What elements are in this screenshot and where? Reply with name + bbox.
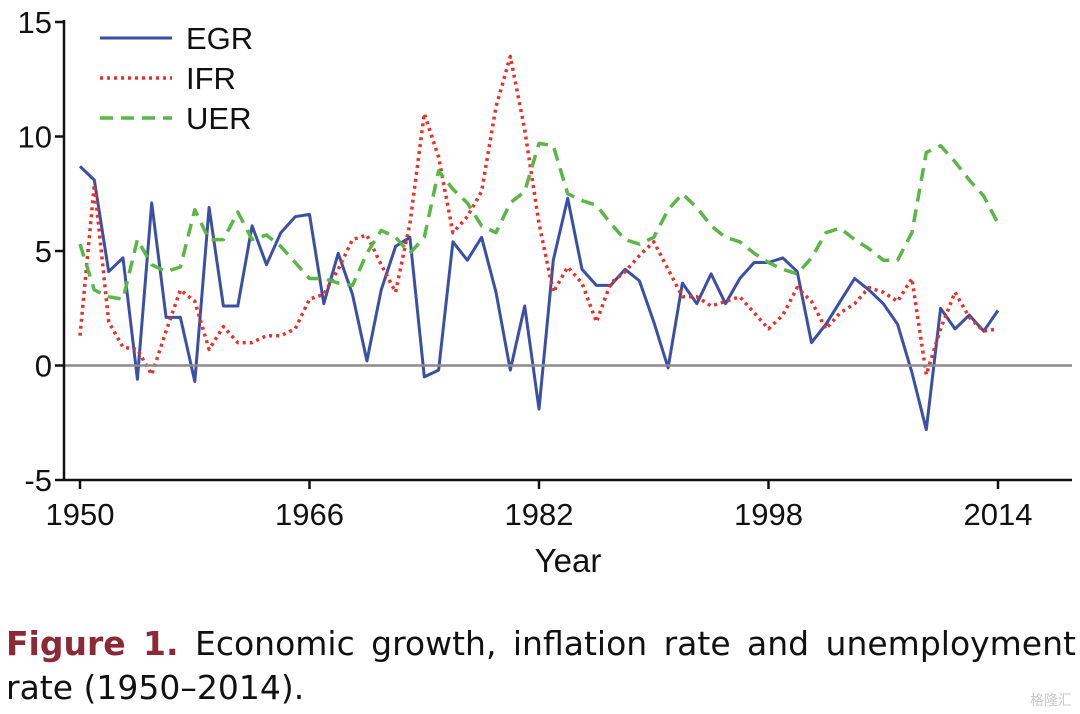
plot-lines — [78, 54, 1000, 432]
y-tick-label: 0 — [35, 349, 52, 384]
series-line-ifr — [78, 54, 999, 377]
x-ticks: 1950 1966 1982 1998 2014 — [46, 480, 1033, 532]
y-tick-label: 15 — [18, 5, 52, 40]
x-tick-label: 1966 — [275, 497, 344, 532]
x-tick-label: 1950 — [46, 497, 115, 532]
y-tick-label: 10 — [18, 120, 52, 155]
x-tick-label: 1998 — [734, 497, 803, 532]
x-tick-label: 2014 — [964, 497, 1033, 532]
legend-label-ifr: IFR — [186, 61, 236, 96]
figure-caption-text: Economic growth, inflation rate and unem… — [6, 624, 1076, 707]
y-tick-label: -5 — [24, 463, 52, 498]
series-line-uer — [78, 141, 1000, 301]
x-axis-title: Year — [535, 542, 602, 579]
figure-caption: Figure 1. Economic growth, inflation rat… — [6, 622, 1076, 710]
watermark-text: 格隆汇 — [1030, 693, 1072, 709]
y-tick-label: 5 — [35, 234, 52, 269]
legend-label-uer: UER — [186, 101, 251, 136]
figure-label: Figure 1. — [6, 624, 179, 663]
line-chart: 15 10 5 0 -5 1950 1966 1982 1998 2014 Year EGR IF… — [18, 5, 1072, 579]
y-ticks: 15 10 5 0 -5 — [18, 5, 64, 498]
legend: EGR IFR UER — [100, 21, 253, 136]
series-line-egr — [78, 165, 1000, 432]
legend-label-egr: EGR — [186, 21, 253, 56]
x-tick-label: 1982 — [505, 497, 574, 532]
